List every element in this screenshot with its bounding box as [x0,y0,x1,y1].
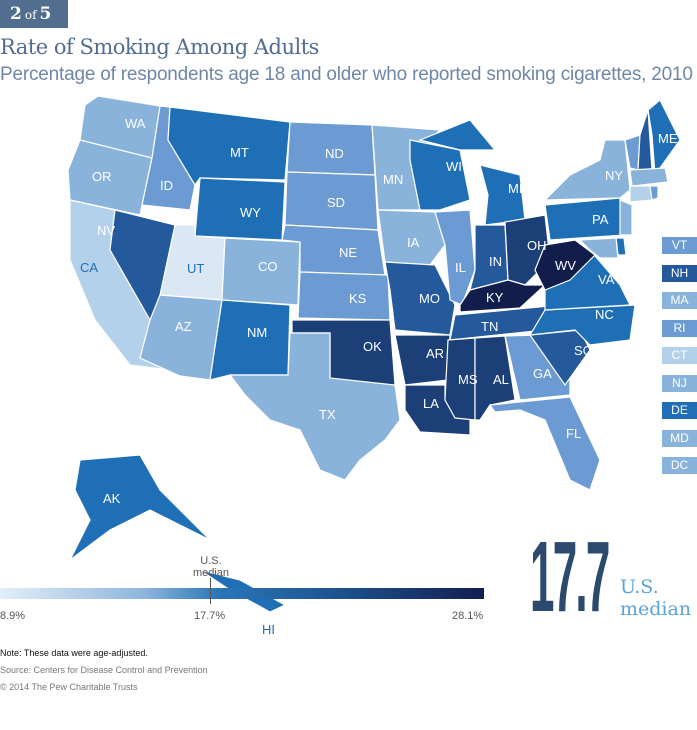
state-label-nc: NC [595,307,614,322]
total-pages: 5 [39,4,52,24]
state-label-nm: NM [247,325,267,340]
state-label-oh: OH [527,238,547,253]
small-state-ri: RI [662,319,697,337]
state-label-mo: MO [419,291,440,306]
state-label-sd: SD [327,195,345,210]
state-label-mt: MT [230,145,249,160]
state-label-ut: UT [187,261,204,276]
state-label-ky: KY [486,290,504,305]
state-label-ok: OK [363,339,382,354]
state-label-wv: WV [555,258,576,273]
state-label-ia: IA [407,235,420,250]
state-label-in: IN [489,254,502,269]
state-ny [543,139,631,201]
copyright-text: © 2014 The Pew Charitable Trusts [0,682,138,692]
median-tick [210,578,211,604]
state-label-wa: WA [125,116,146,131]
small-state-md: MD [662,429,697,447]
small-state-de: DE [662,402,697,419]
state-label-fl: FL [566,426,581,441]
page-indicator: 2 of 5 [0,0,68,28]
state-label-or: OR [92,169,112,184]
state-label-ms: MS [458,372,478,387]
of-label: of [24,8,37,22]
state-ks [297,271,391,321]
small-state-ct: CT [662,347,697,364]
state-label-ga: GA [533,366,552,381]
state-mi-upper [418,119,497,151]
state-nc [528,304,636,346]
state-label-id: ID [160,178,173,193]
state-label-nv: NV [97,223,115,238]
current-page: 2 [10,4,22,24]
state-label-ak: AK [103,491,121,506]
small-state-ma: MA [662,292,697,309]
state-ky [459,279,547,313]
page-subtitle: Percentage of respondents age 18 and old… [0,64,693,85]
state-ms [444,337,476,421]
state-wv [534,239,596,291]
state-md [578,237,619,259]
state-label-ar: AR [426,346,444,361]
state-label-hi: HI [262,622,275,637]
state-label-al: AL [493,372,509,387]
state-ri [649,185,659,201]
state-tx [228,332,401,481]
state-label-la: LA [423,396,439,411]
median-caption: U.S. median [620,576,691,620]
state-label-nd: ND [325,146,344,161]
median-marker-label: U.S. median [192,555,230,579]
state-label-ne: NE [339,245,357,260]
state-label-az: AZ [175,319,192,334]
footnote: Note: These data were age-adjusted. [0,648,148,658]
state-pa [544,197,626,241]
small-state-nj: NJ [662,374,697,392]
state-label-tx: TX [319,407,336,422]
median-caption-line1: U.S. [620,576,659,598]
state-label-wy: WY [240,205,261,220]
state-nm [209,299,291,381]
state-label-mi: MI [508,181,522,196]
color-scale-bar [0,588,484,599]
state-label-pa: PA [592,212,609,227]
scale-median-label: 17.7% [194,610,226,622]
state-label-mn: MN [383,172,403,187]
state-label-il: IL [455,260,466,275]
state-label-me: ME [658,131,678,146]
state-ia [377,209,446,266]
state-ct [629,185,653,203]
state-label-tn: TN [481,319,498,334]
state-label-ks: KS [349,291,367,306]
median-value: 17.7 [530,521,610,633]
scale-min-label: 8.9% [0,610,26,622]
state-label-va: VA [598,272,615,287]
state-label-co: CO [258,259,278,274]
state-ak [69,454,211,561]
state-label-ca: CA [80,260,98,275]
median-caption-line2: median [620,598,692,620]
state-me [647,99,681,177]
state-label-ny: NY [605,168,623,183]
state-ma [629,167,669,187]
small-state-vt: VT [662,237,697,254]
page-title: Rate of Smoking Among Adults [0,35,319,59]
state-label-sc: SC [574,343,592,358]
state-nj [619,199,633,236]
source-text: Source: Centers for Disease Control and … [0,665,208,675]
scale-max-label: 28.1% [452,610,484,622]
small-state-nh: NH [662,264,697,282]
state-fl [488,396,601,491]
small-state-dc: DC [662,457,697,474]
state-label-wi: WI [446,159,462,174]
